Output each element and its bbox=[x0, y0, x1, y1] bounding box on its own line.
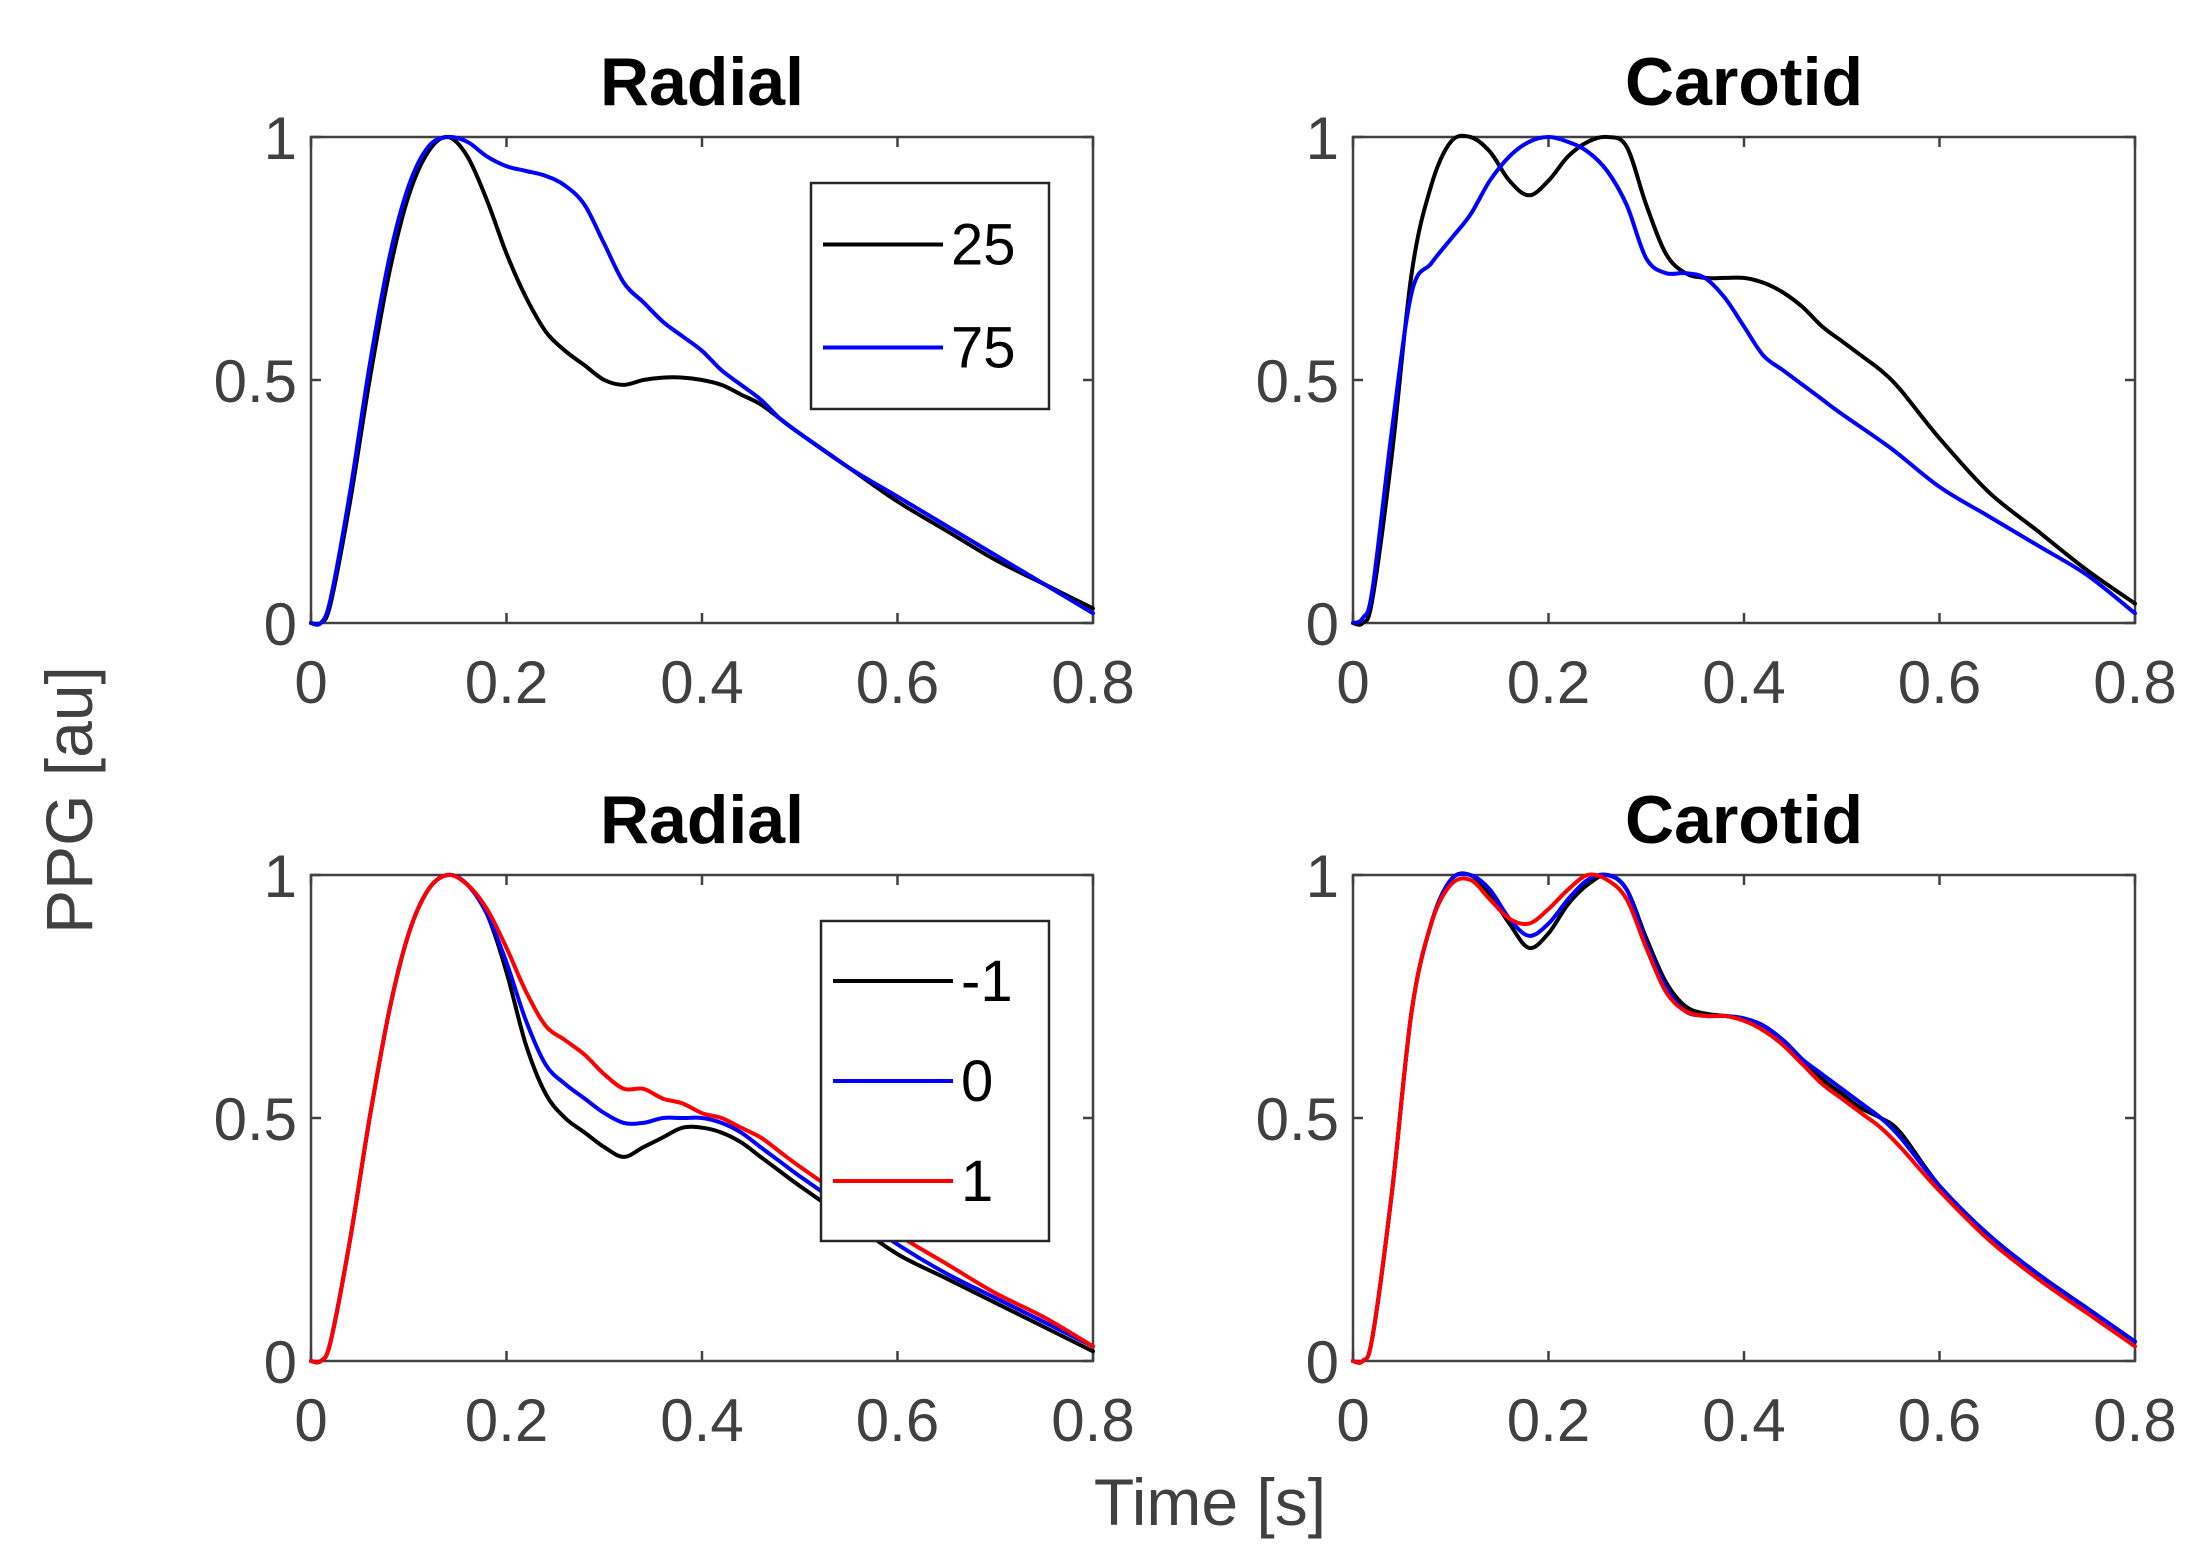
panels-group: Radial 0 0.2 0.4 0.6 0.8 0 0.5 1 25 75 Carotid 0 0.2 0… bbox=[214, 44, 2177, 1454]
x-tick-label: 0.8 bbox=[2093, 649, 2176, 716]
legend-label: 1 bbox=[961, 1149, 993, 1214]
panel-4: Carotid 0 0.2 0.4 0.6 0.8 0 0.5 1 bbox=[1256, 782, 2177, 1454]
axes-box bbox=[1351, 135, 2137, 625]
panel-2: Carotid 0 0.2 0.4 0.6 0.8 0 0.5 1 bbox=[1256, 44, 2177, 716]
legend-label: -1 bbox=[961, 949, 1013, 1014]
x-tick-label: 0.2 bbox=[1507, 649, 1590, 716]
panel-3: Radial 0 0.2 0.4 0.6 0.8 0 0.5 1 -1 0 1 bbox=[214, 782, 1135, 1454]
series-line-25 bbox=[1351, 133, 2137, 627]
panel-title: Radial bbox=[600, 782, 804, 858]
x-tick-label: 0.8 bbox=[1051, 1387, 1134, 1454]
x-tick-label: 0.2 bbox=[1507, 1387, 1590, 1454]
y-tick-label: 0.5 bbox=[214, 1086, 297, 1153]
x-tick-label: 0.4 bbox=[660, 649, 743, 716]
legend-box bbox=[809, 181, 1051, 411]
x-tick-label: 0 bbox=[294, 1387, 327, 1454]
panel-1: Radial 0 0.2 0.4 0.6 0.8 0 0.5 1 25 75 bbox=[214, 44, 1135, 716]
figure-xlabel: Time [s] bbox=[1094, 1465, 1326, 1539]
y-tick-label: 0.5 bbox=[1256, 348, 1339, 415]
y-tick-label: 1 bbox=[1306, 105, 1339, 172]
y-tick-label: 0 bbox=[1306, 1329, 1339, 1396]
panel-title: Radial bbox=[600, 44, 804, 120]
panel-title: Carotid bbox=[1625, 44, 1863, 120]
legend-label: 0 bbox=[961, 1049, 993, 1114]
series-line-75 bbox=[309, 134, 1095, 627]
x-tick-label: 0.2 bbox=[465, 649, 548, 716]
x-tick-label: 0 bbox=[1336, 649, 1369, 716]
figure-ylabel: PPG [au] bbox=[32, 666, 106, 934]
x-tick-label: 0.8 bbox=[2093, 1387, 2176, 1454]
legend-label: 75 bbox=[951, 316, 1016, 381]
x-tick-label: 0.2 bbox=[465, 1387, 548, 1454]
y-tick-label: 1 bbox=[264, 843, 297, 910]
x-tick-label: 0.8 bbox=[1051, 649, 1134, 716]
x-tick-label: 0.6 bbox=[1898, 649, 1981, 716]
axes-box bbox=[1351, 873, 2137, 1363]
x-tick-label: 0.4 bbox=[1702, 1387, 1785, 1454]
x-tick-label: 0 bbox=[1336, 1387, 1369, 1454]
y-tick-label: 0.5 bbox=[1256, 1086, 1339, 1153]
y-tick-label: 0 bbox=[1306, 591, 1339, 658]
legend-label: 25 bbox=[951, 213, 1016, 278]
y-tick-label: 0.5 bbox=[214, 348, 297, 415]
y-tick-label: 0 bbox=[264, 1329, 297, 1396]
legend: -1 0 1 bbox=[819, 919, 1051, 1243]
series-line-1 bbox=[1351, 872, 2137, 1365]
legend: 25 75 bbox=[809, 181, 1051, 411]
y-tick-label: 1 bbox=[264, 105, 297, 172]
x-tick-label: 0.6 bbox=[856, 1387, 939, 1454]
x-tick-label: 0.4 bbox=[1702, 649, 1785, 716]
x-tick-label: 0.6 bbox=[1898, 1387, 1981, 1454]
series-line-75 bbox=[1351, 135, 2137, 625]
x-tick-label: 0.4 bbox=[660, 1387, 743, 1454]
panel-title: Carotid bbox=[1625, 782, 1863, 858]
y-tick-label: 0 bbox=[264, 591, 297, 658]
x-tick-label: 0.6 bbox=[856, 649, 939, 716]
x-tick-label: 0 bbox=[294, 649, 327, 716]
y-tick-label: 1 bbox=[1306, 843, 1339, 910]
